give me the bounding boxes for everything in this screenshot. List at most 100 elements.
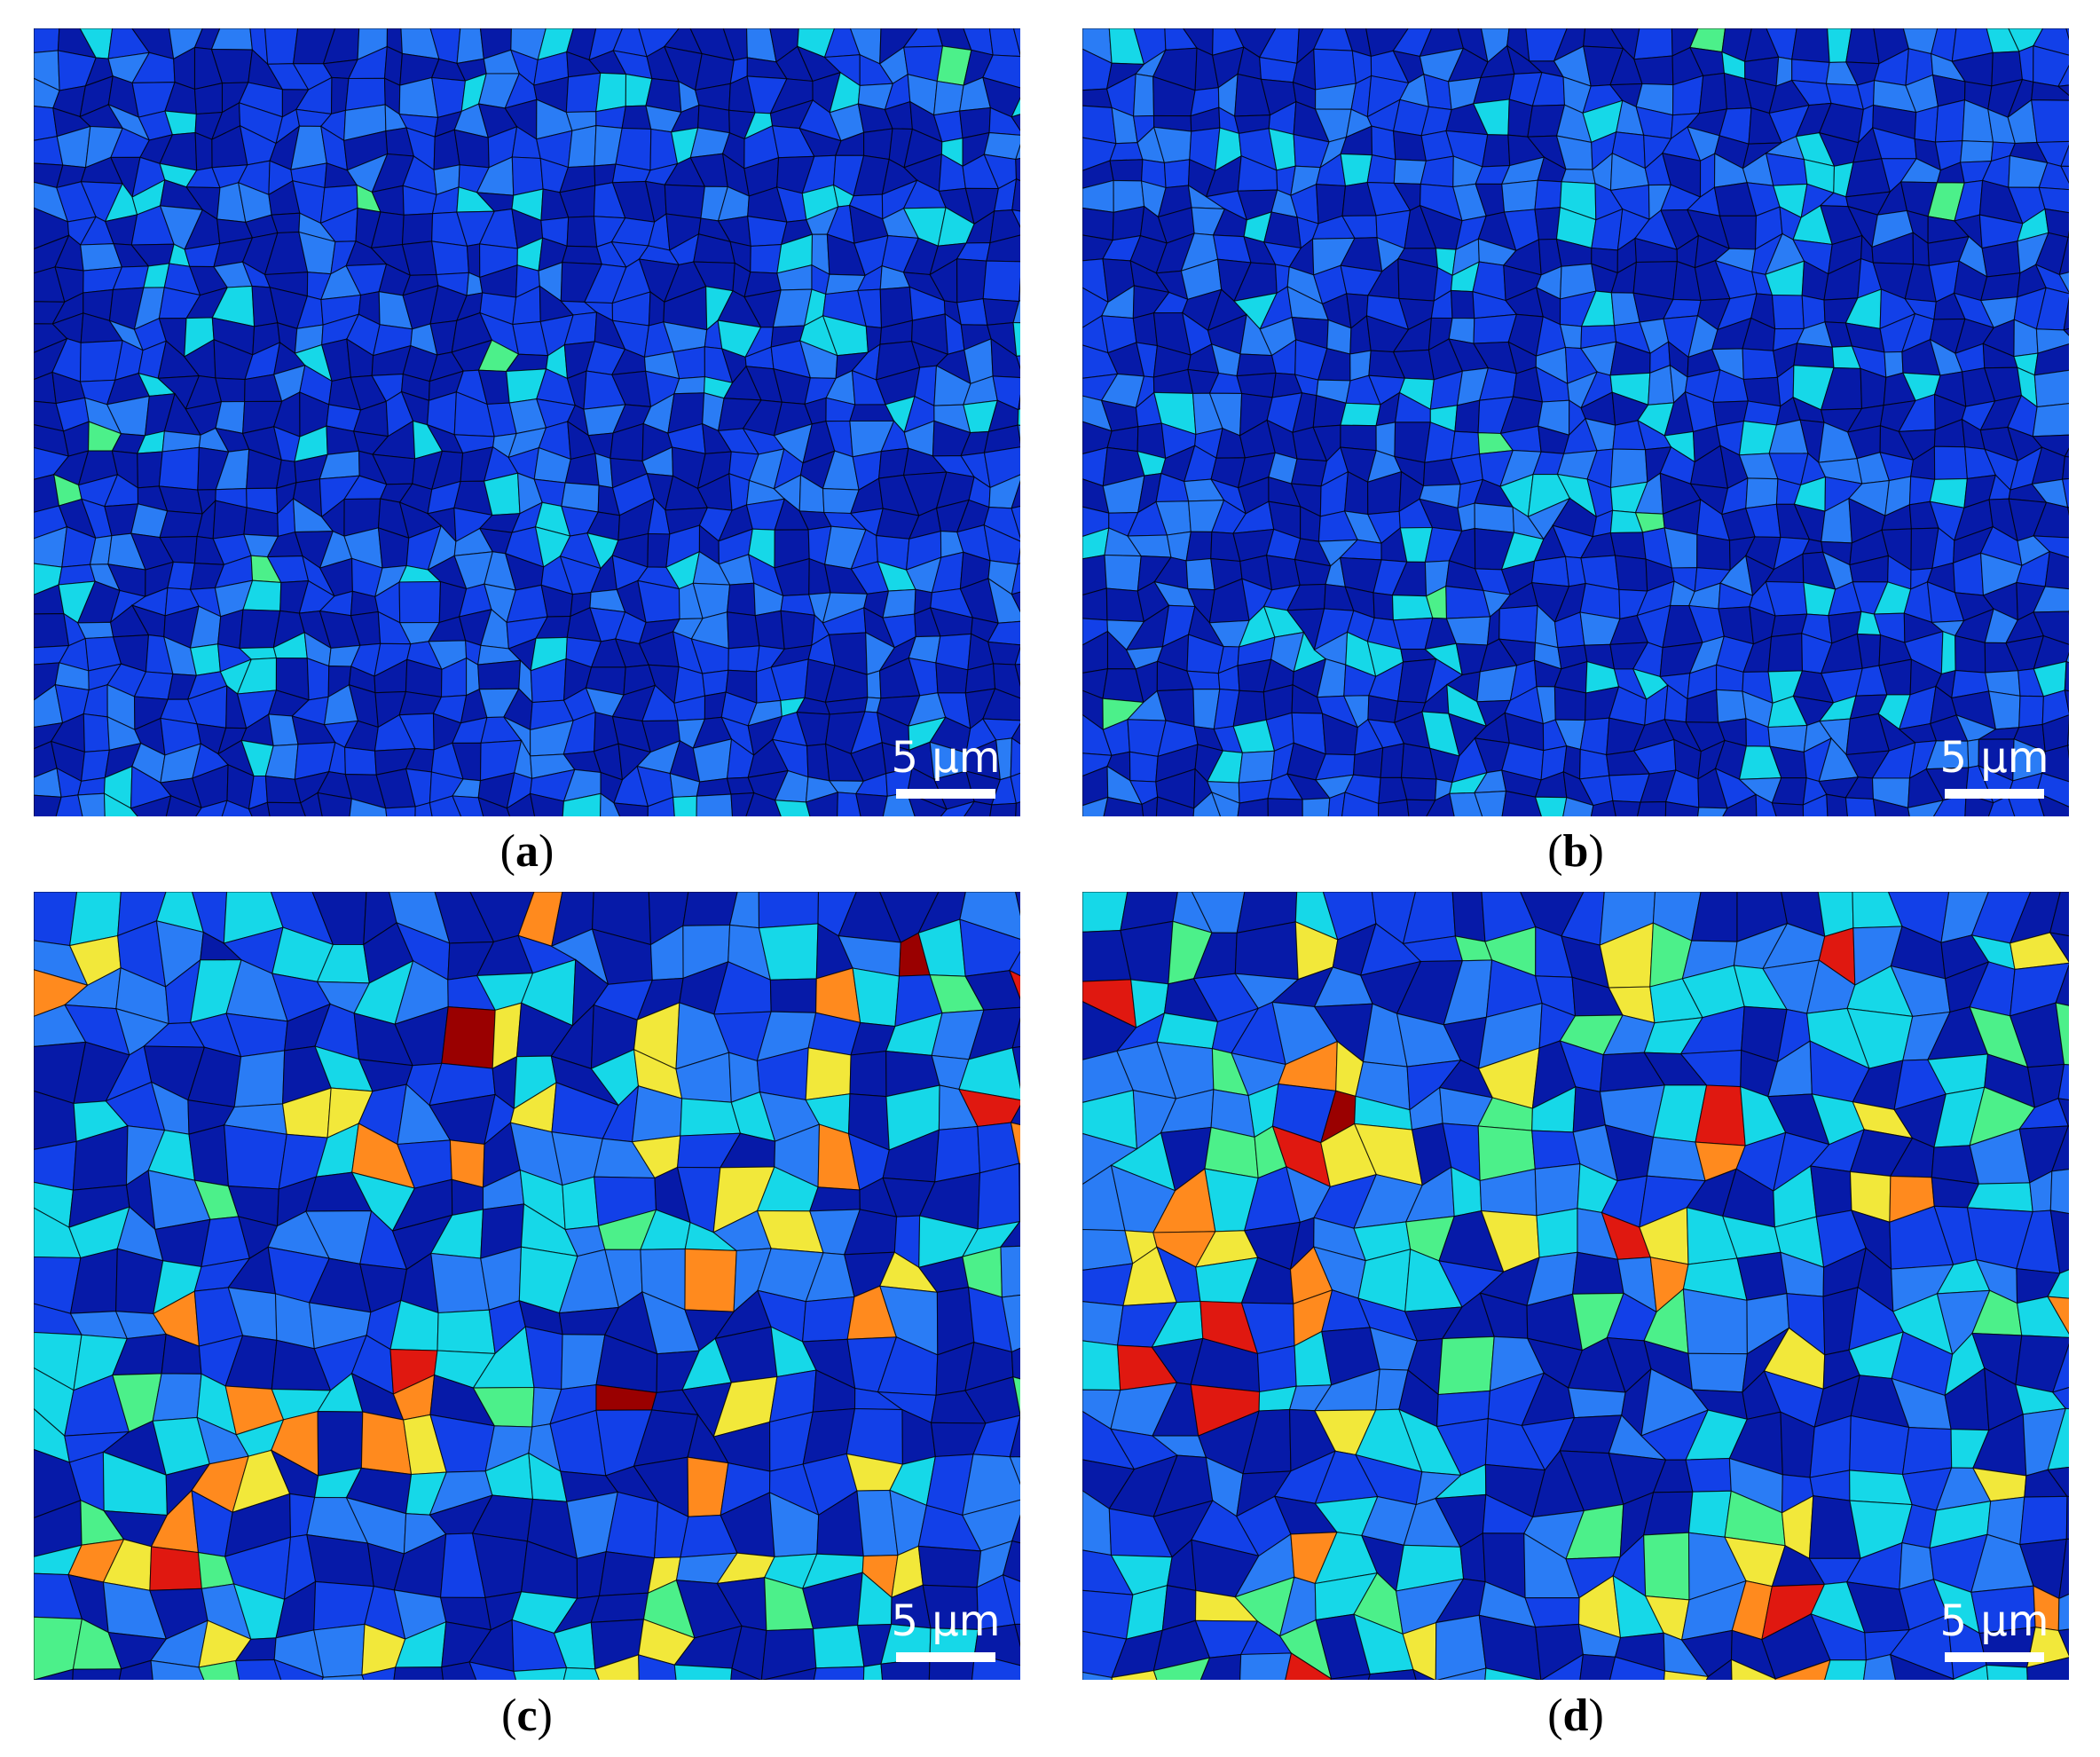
grain	[1771, 802, 1805, 816]
grain	[862, 1663, 884, 1680]
grain	[1685, 1457, 1732, 1493]
grain	[2063, 327, 2069, 336]
grain	[1637, 801, 1667, 816]
grain	[264, 28, 299, 65]
grain	[1451, 892, 1486, 942]
grain	[103, 792, 138, 816]
grain	[2058, 236, 2069, 276]
grain	[932, 80, 964, 116]
grain	[745, 792, 782, 816]
grain	[1579, 717, 1610, 756]
grain	[852, 967, 901, 1028]
grain	[2057, 1063, 2069, 1101]
grain	[1705, 1659, 1733, 1680]
grain	[1285, 1652, 1333, 1680]
grain	[1133, 73, 1155, 117]
grain	[198, 1659, 240, 1680]
grain	[2057, 1098, 2069, 1128]
grain	[1755, 793, 1777, 816]
grain	[1643, 1532, 1690, 1601]
grain	[1014, 144, 1020, 161]
grain	[988, 28, 1020, 58]
grain	[77, 792, 106, 816]
grain	[1889, 1653, 1954, 1680]
grain	[855, 792, 888, 816]
grain	[673, 1664, 733, 1680]
caption-b: (b)	[1547, 826, 1604, 877]
grain	[1082, 1340, 1121, 1391]
grain	[638, 1654, 677, 1680]
caption-a: (a)	[499, 826, 554, 877]
grain	[1482, 134, 1511, 168]
grain	[441, 1006, 496, 1069]
grain	[2065, 1495, 2069, 1540]
grain	[266, 801, 306, 816]
caption-d: (d)	[1547, 1690, 1604, 1741]
grain	[1082, 105, 1117, 145]
caption-c: (c)	[501, 1690, 553, 1741]
grain	[1129, 751, 1159, 783]
grain	[1132, 312, 1159, 347]
grain	[398, 76, 439, 119]
grain	[2062, 477, 2069, 508]
grain	[1019, 1162, 1020, 1223]
grain	[34, 613, 70, 649]
grain	[1745, 477, 1779, 509]
grain	[193, 83, 224, 115]
grain	[1082, 1301, 1124, 1346]
ebsd-map-c: 5 µm	[34, 892, 1020, 1680]
grain	[1014, 1623, 1020, 1648]
grain	[1436, 1667, 1487, 1680]
grain	[1663, 1670, 1710, 1680]
grain	[1934, 98, 1966, 143]
grain-map-b	[1082, 28, 2069, 816]
grain	[1767, 633, 1804, 673]
grain	[321, 1674, 365, 1680]
grain	[1011, 114, 1020, 131]
grain	[1980, 272, 2021, 302]
grain	[1109, 142, 1144, 162]
grain	[1378, 799, 1410, 816]
grain	[1011, 505, 1020, 540]
scale-bar-line-a	[896, 789, 995, 799]
grain	[988, 106, 1020, 136]
grain	[34, 1140, 77, 1191]
grain	[1872, 798, 1910, 816]
grain	[344, 746, 377, 776]
grain	[1012, 300, 1020, 324]
grain	[1010, 737, 1020, 778]
grain	[956, 258, 987, 303]
grain	[1454, 399, 1481, 434]
grain	[758, 892, 820, 929]
grain	[1015, 801, 1020, 816]
ebsd-map-a: 5 µm	[34, 28, 1020, 816]
grain	[1484, 1667, 1541, 1680]
grain	[2010, 932, 2069, 971]
grain	[248, 801, 271, 816]
grain	[1000, 1245, 1020, 1298]
grain	[934, 1125, 981, 1183]
grain	[940, 800, 976, 816]
grain	[1018, 394, 1020, 411]
grain	[805, 1047, 852, 1101]
grain	[989, 209, 1020, 244]
grain	[2026, 1657, 2069, 1680]
grain	[2060, 144, 2069, 167]
grain	[2032, 535, 2069, 558]
grain	[959, 892, 1020, 941]
grain	[987, 620, 1020, 646]
grain	[882, 588, 916, 618]
grain	[2032, 403, 2069, 437]
grain	[300, 792, 323, 816]
scale-bar-line-b	[1945, 789, 2044, 799]
grain	[2031, 99, 2069, 144]
ebsd-map-b: 5 µm	[1082, 28, 2069, 816]
grain	[562, 1176, 600, 1231]
grain	[1186, 670, 1221, 690]
grain	[917, 1545, 982, 1588]
grain	[809, 1186, 861, 1212]
grain	[600, 792, 621, 816]
grain	[1011, 1347, 1020, 1380]
grain	[158, 446, 200, 491]
grain	[393, 1666, 444, 1680]
